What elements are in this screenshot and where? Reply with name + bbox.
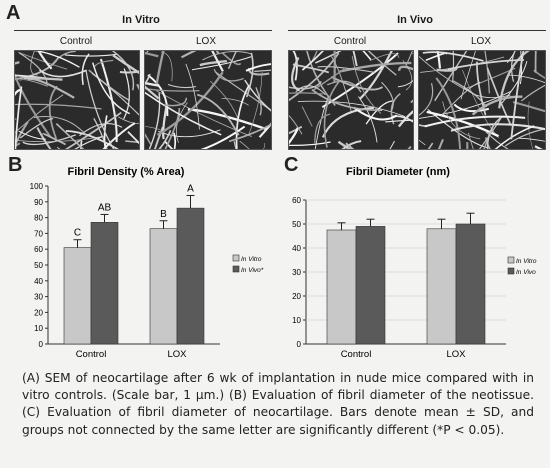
in-vivo-control-label: Control <box>333 36 367 47</box>
y-tick-label: 20 <box>34 308 43 317</box>
bar <box>149 228 178 345</box>
y-tick-label: 60 <box>34 245 43 254</box>
panel-b-letter: B <box>8 154 23 176</box>
bar <box>326 229 357 345</box>
y-tick-label: 70 <box>34 229 43 238</box>
x-category-label: Control <box>76 349 107 360</box>
y-tick-label: 30 <box>292 268 301 277</box>
fibril-density-chart: Fibril Density (% Area) 0 10 20 30 40 50 60 70 80… <box>30 166 264 360</box>
sem-image-in-vitro-lox <box>144 50 272 150</box>
in-vitro-lox-label: LOX <box>195 36 216 47</box>
y-tick-label: 50 <box>34 261 43 270</box>
chart-title: Fibril Density (% Area) <box>68 166 185 178</box>
significance-letter: B <box>160 209 167 220</box>
legend-label: In Vivo* <box>241 267 264 274</box>
y-tick-label: 50 <box>292 220 301 229</box>
bar <box>355 226 386 345</box>
legend-swatch <box>232 254 240 262</box>
in-vivo-group-title: In Vivo <box>397 14 433 26</box>
y-tick-label: 10 <box>34 324 43 333</box>
y-tick-label: 90 <box>34 198 43 207</box>
in-vitro-control-label: Control <box>59 36 93 47</box>
bar <box>426 228 457 345</box>
y-tick-label: 0 <box>297 340 302 349</box>
bar <box>63 247 92 345</box>
sem-image-in-vivo-lox <box>418 50 546 150</box>
legend-swatch <box>232 265 240 273</box>
y-tick-label: 100 <box>30 182 44 191</box>
sem-image-in-vivo-control <box>288 50 414 150</box>
in-vivo-lox-label: LOX <box>470 36 491 47</box>
significance-letter: C <box>74 228 81 239</box>
x-category-label: LOX <box>167 349 187 360</box>
panel-a-letter: A <box>6 2 21 24</box>
sem-image-in-vitro-control <box>14 50 140 150</box>
panel-c-letter: C <box>284 154 299 176</box>
legend-swatch <box>507 267 515 275</box>
significance-letter: AB <box>98 202 112 213</box>
y-tick-label: 40 <box>34 277 43 286</box>
bar <box>176 207 205 345</box>
fibril-diameter-chart: Fibril Diameter (nm) 0 10 20 30 40 50 60 Control… <box>292 166 537 360</box>
in-vivo-group-underline <box>288 30 546 31</box>
y-tick-label: 60 <box>292 196 301 205</box>
y-tick-label: 20 <box>292 292 301 301</box>
x-category-label: Control <box>341 349 372 360</box>
bar <box>455 223 486 345</box>
chart-title: Fibril Diameter (nm) <box>346 166 450 178</box>
in-vitro-group-underline <box>14 30 272 31</box>
y-tick-label: 0 <box>39 340 44 349</box>
y-tick-label: 40 <box>292 244 301 253</box>
y-tick-label: 80 <box>34 214 43 223</box>
bar <box>90 222 119 345</box>
x-category-label: LOX <box>446 349 466 360</box>
legend-label: In Vitro <box>516 258 537 265</box>
legend-label: In Vivo <box>516 269 536 276</box>
legend-swatch <box>507 256 515 264</box>
significance-letter: A <box>187 183 194 194</box>
y-tick-label: 30 <box>34 293 43 302</box>
legend-label: In Vitro <box>241 256 262 263</box>
figure-caption: (A) SEM of neocartilage after 6 wk of im… <box>22 370 534 439</box>
caption-text: (A) SEM of neocartilage after 6 wk of im… <box>22 371 534 437</box>
y-tick-label: 10 <box>292 316 301 325</box>
in-vitro-group-title: In Vitro <box>122 14 160 26</box>
